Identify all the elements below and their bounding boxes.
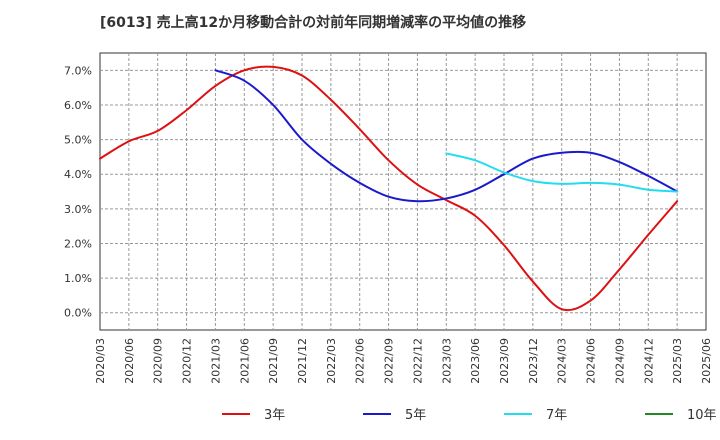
x-tick-label: 2020/12 — [181, 338, 194, 384]
legend-label-2: 5年 — [405, 408, 426, 423]
x-tick-label: 2023/12 — [527, 338, 540, 384]
x-tick-label: 2020/09 — [152, 338, 165, 384]
chart-title: [6013] 売上高12か月移動合計の対前年同期増減率の平均値の推移 — [100, 14, 526, 31]
series-line-1 — [99, 65, 679, 312]
x-tick-label: 2023/09 — [498, 338, 511, 384]
x-tick-label: 2023/03 — [440, 338, 453, 384]
x-tick-label: 2024/12 — [642, 338, 655, 384]
x-tick-label: 2022/12 — [411, 338, 424, 384]
x-tick-label: 2024/03 — [556, 338, 569, 384]
legend-label-1: 3年 — [264, 408, 285, 423]
y-tick-label: 3.0% — [64, 203, 92, 216]
y-tick-label: 6.0% — [64, 99, 92, 112]
y-tick-label: 4.0% — [64, 168, 92, 181]
plot-area — [99, 52, 707, 331]
x-tick-label: 2021/12 — [296, 338, 309, 384]
x-axis-ticks: 2020/03 2020/06 2020/09 2020/12 2021/03 2021/… — [94, 338, 713, 384]
x-tick-label: 2022/03 — [325, 338, 338, 384]
x-tick-label: 2024/06 — [585, 338, 598, 384]
x-tick-label: 2023/06 — [469, 338, 482, 384]
x-tick-label: 2020/03 — [94, 338, 107, 384]
x-tick-label: 2025/03 — [671, 338, 684, 384]
x-tick-label: 2024/09 — [613, 338, 626, 384]
legend-label-3: 7年 — [546, 408, 567, 423]
x-tick-label: 2020/06 — [123, 338, 136, 384]
series-line-2 — [214, 69, 679, 203]
x-tick-label: 2021/09 — [267, 338, 280, 384]
x-tick-label: 2022/06 — [354, 338, 367, 384]
y-tick-label: 0.0% — [64, 307, 92, 320]
y-tick-label: 7.0% — [64, 64, 92, 77]
y-tick-label: 1.0% — [64, 272, 92, 285]
series-lines — [99, 65, 679, 312]
x-tick-label: 2021/03 — [209, 338, 222, 384]
x-tick-label: 2022/09 — [383, 338, 396, 384]
legend-label-4: 10年 — [687, 408, 717, 423]
y-axis-ticks: 7.0% 6.0% 5.0% 4.0% 3.0% 2.0% 1.0% 0.0% — [64, 64, 92, 319]
y-tick-label: 5.0% — [64, 134, 92, 147]
x-tick-label: 2021/06 — [238, 338, 251, 384]
series-line-3 — [445, 152, 679, 193]
y-tick-label: 2.0% — [64, 237, 92, 250]
x-tick-label: 2025/06 — [700, 338, 713, 384]
legend: 3年 5年 7年 10年 — [222, 408, 717, 423]
grid-lines — [100, 53, 706, 330]
